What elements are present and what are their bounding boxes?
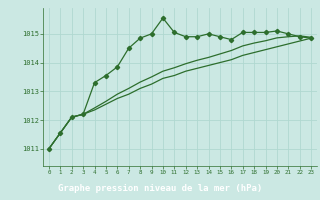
Text: Graphe pression niveau de la mer (hPa): Graphe pression niveau de la mer (hPa) [58, 184, 262, 193]
